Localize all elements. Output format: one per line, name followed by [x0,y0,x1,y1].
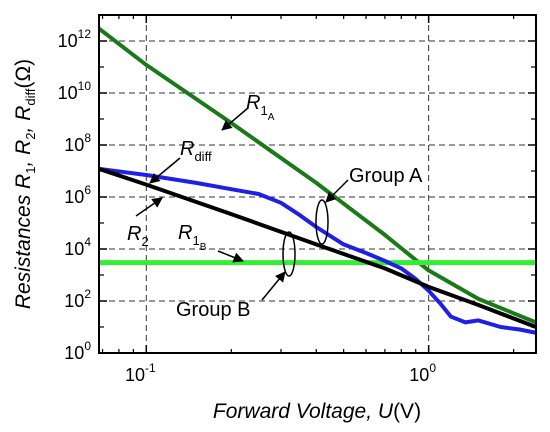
arrow-r1b [217,250,244,263]
x-axis-title: Forward Voltage, U(V) [213,400,421,423]
arrow-group-b [261,271,286,301]
y-tick-label: 104 [64,235,91,259]
label-r1a: R1A [246,92,275,123]
series-layer [99,27,536,335]
label-r1b: R1B [178,222,207,253]
y-tick-label: 1012 [58,27,92,51]
label-r2: R2 [127,223,149,249]
y-axis-title: Resistances R1, R2, Rdiff(Ω) [12,59,38,309]
series-line-r1a [99,27,536,325]
x-tick-label: 10-1 [125,361,156,385]
ellipse-group-a [315,199,329,245]
plot-frame [98,14,537,354]
y-tick-label: 100 [64,339,91,363]
label-rdiff: Rdiff [180,138,212,164]
arrow-r2 [135,197,163,217]
y-tick-label: 1010 [58,79,92,103]
axis-tick-labels: 10-1 100 100 102 104 106 108 1010 1012 [58,27,437,385]
arrow-r1a [221,107,249,131]
arrow-rdiff [149,157,181,184]
y-tick-label: 106 [64,183,91,207]
series-line-r2 [99,167,536,329]
series-line-rdiff [99,166,536,335]
y-tick-label: 102 [64,287,91,311]
annotations: R1A Rdiff R2 R1B Group A Group B [127,92,423,321]
ellipse-group-b [282,231,296,277]
label-group-b: Group B [176,299,250,321]
label-group-a: Group A [349,165,423,187]
x-tick-label: 100 [409,361,436,385]
y-tick-label: 108 [64,131,91,155]
arrow-group-a [325,179,349,203]
axis-ticks [99,15,536,354]
